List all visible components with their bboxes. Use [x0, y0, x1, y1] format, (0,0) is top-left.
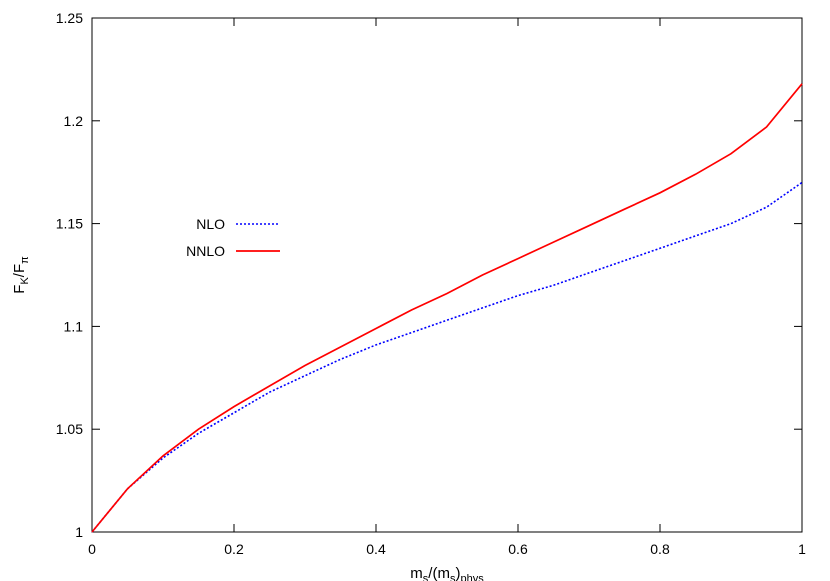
legend: NLO NNLO — [186, 216, 280, 259]
series-line-nnlo — [91, 83, 803, 533]
legend-label-nnlo: NNLO — [186, 243, 225, 259]
y-tick-label: 1.1 — [64, 318, 84, 334]
plot-frame — [91, 17, 803, 533]
legend-label-nlo: NLO — [196, 216, 225, 232]
x-tick-label: 0.2 — [224, 541, 244, 557]
series-lines — [91, 83, 803, 533]
y-tick-label: 1.15 — [56, 216, 83, 232]
x-axis: 0 0.2 0.4 0.6 0.8 1 — [88, 18, 806, 557]
y-tick-label: 1.05 — [56, 421, 83, 437]
x-axis-label: ms/(ms)phys — [410, 565, 484, 581]
y-axis: 1 1.05 1.1 1.15 1.2 1.25 — [56, 10, 802, 540]
y-axis-label: FK/Fπ — [11, 256, 31, 294]
x-tick-label: 1 — [798, 541, 806, 557]
x-tick-label: 0.6 — [508, 541, 528, 557]
y-tick-label: 1.25 — [56, 10, 83, 26]
x-tick-label: 0.4 — [366, 541, 386, 557]
y-tick-label: 1.2 — [64, 113, 84, 129]
y-tick-label: 1 — [75, 524, 83, 540]
series-line-nlo — [91, 181, 803, 533]
x-tick-label: 0 — [88, 541, 96, 557]
x-tick-label: 0.8 — [650, 541, 670, 557]
